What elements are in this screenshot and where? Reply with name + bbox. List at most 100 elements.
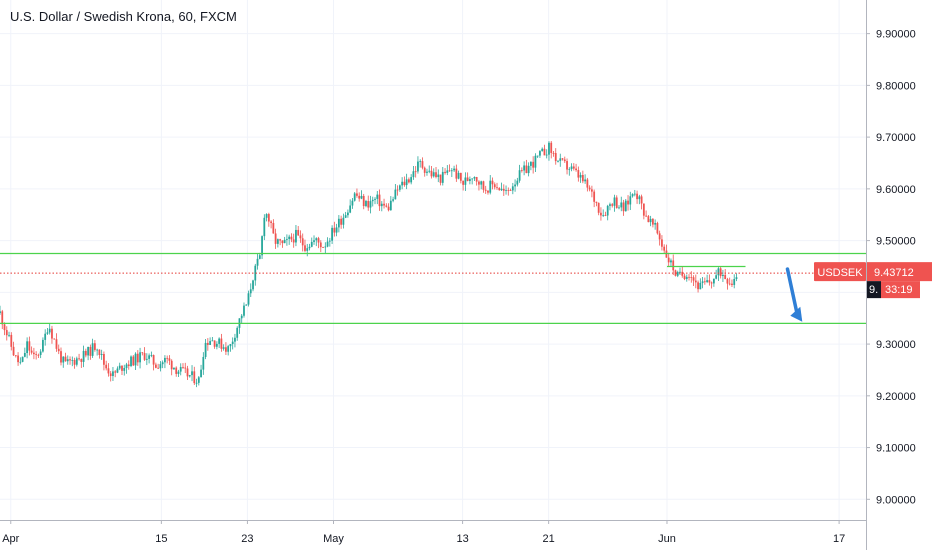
candle-body xyxy=(358,195,361,199)
candle-body xyxy=(618,207,620,209)
candle-body xyxy=(197,377,200,383)
candle-body xyxy=(724,274,727,280)
candle-body xyxy=(114,371,117,373)
candle-body xyxy=(414,171,417,173)
candle-body xyxy=(240,315,243,319)
candle-body xyxy=(222,347,225,349)
candle-body xyxy=(566,161,568,170)
candle-body xyxy=(51,328,53,339)
symbol-label-bg xyxy=(814,262,866,282)
candle-body xyxy=(423,167,426,173)
candle-body xyxy=(55,339,58,349)
candle-body xyxy=(69,359,71,361)
candle-body xyxy=(480,181,483,185)
candle-body xyxy=(731,283,733,285)
candle-body xyxy=(107,368,110,374)
candle-body xyxy=(459,172,462,181)
candle-body xyxy=(274,233,277,244)
candle-body xyxy=(484,189,487,191)
candle-body xyxy=(234,337,236,342)
time-axis-bg xyxy=(0,520,866,550)
candle-body xyxy=(150,355,153,356)
candle-body xyxy=(211,340,214,342)
candle-body xyxy=(78,358,80,360)
candle-body xyxy=(710,282,713,284)
candle-body xyxy=(577,170,580,178)
candle-body xyxy=(455,168,458,179)
candle-body xyxy=(482,181,485,190)
candle-body xyxy=(604,214,607,216)
candle-body xyxy=(227,346,230,352)
candle-body xyxy=(213,340,216,347)
candle-body xyxy=(306,248,309,251)
arrow-head xyxy=(790,306,803,322)
candle-body xyxy=(17,355,19,363)
candle-body xyxy=(502,188,505,191)
candle-body xyxy=(516,180,519,185)
candle-body xyxy=(37,354,40,356)
candle-body xyxy=(337,218,340,228)
candle-body xyxy=(136,353,139,363)
candle-body xyxy=(699,282,702,290)
time-tick-label: Jun xyxy=(658,533,676,545)
candle-body xyxy=(44,333,47,340)
candle-body xyxy=(595,201,598,203)
candle-body xyxy=(19,361,22,363)
candle-body xyxy=(457,172,460,179)
symbol-label: USDSEK xyxy=(817,267,863,279)
candle-body xyxy=(60,351,62,363)
time-tick-label: 23 xyxy=(241,533,253,545)
candle-body xyxy=(410,177,413,183)
candle-body xyxy=(258,255,261,259)
candle-body xyxy=(590,189,593,192)
candle-body xyxy=(611,204,614,206)
candle-body xyxy=(403,181,406,186)
candle-body xyxy=(328,240,331,242)
candle-body xyxy=(453,168,455,171)
candle-body xyxy=(26,341,29,353)
candle-body xyxy=(164,357,166,363)
grid-lines xyxy=(0,0,866,520)
candle-body xyxy=(351,200,354,206)
candle-body xyxy=(663,246,666,251)
candle-body xyxy=(236,327,239,338)
candle-body xyxy=(448,170,451,172)
candle-body xyxy=(315,238,318,241)
candle-body xyxy=(645,215,648,217)
candle-body xyxy=(225,347,227,352)
candle-body xyxy=(369,201,372,208)
candle-body xyxy=(141,352,144,354)
candle-body xyxy=(249,289,252,294)
candle-body xyxy=(310,241,313,247)
candle-body xyxy=(728,283,731,285)
candle-body xyxy=(103,354,105,365)
candle-body xyxy=(48,328,51,333)
candle-body xyxy=(631,194,634,197)
candle-body xyxy=(491,180,494,185)
time-tick-label: 21 xyxy=(543,533,555,545)
candle-body xyxy=(286,239,288,240)
candle-body xyxy=(505,190,507,191)
candle-body xyxy=(89,346,92,356)
candle-body xyxy=(342,217,345,225)
candle-body xyxy=(588,187,591,190)
candle-body xyxy=(620,202,623,208)
candle-body xyxy=(690,277,693,278)
candle-body xyxy=(53,338,56,340)
candle-body xyxy=(23,352,26,357)
candle-body xyxy=(570,166,573,169)
candle-body xyxy=(292,239,295,243)
candle-body xyxy=(322,247,324,248)
candle-body xyxy=(21,356,24,362)
candle-body xyxy=(204,342,207,357)
candle-body xyxy=(496,187,498,189)
candle-body xyxy=(349,205,352,213)
candle-body xyxy=(71,360,74,361)
time-tick-label: May xyxy=(323,533,344,545)
price-tick-label: 9.50000 xyxy=(876,236,916,248)
candle-body xyxy=(184,367,187,369)
candle-body xyxy=(177,371,180,374)
candle-body xyxy=(30,350,33,353)
candle-body xyxy=(247,293,250,305)
